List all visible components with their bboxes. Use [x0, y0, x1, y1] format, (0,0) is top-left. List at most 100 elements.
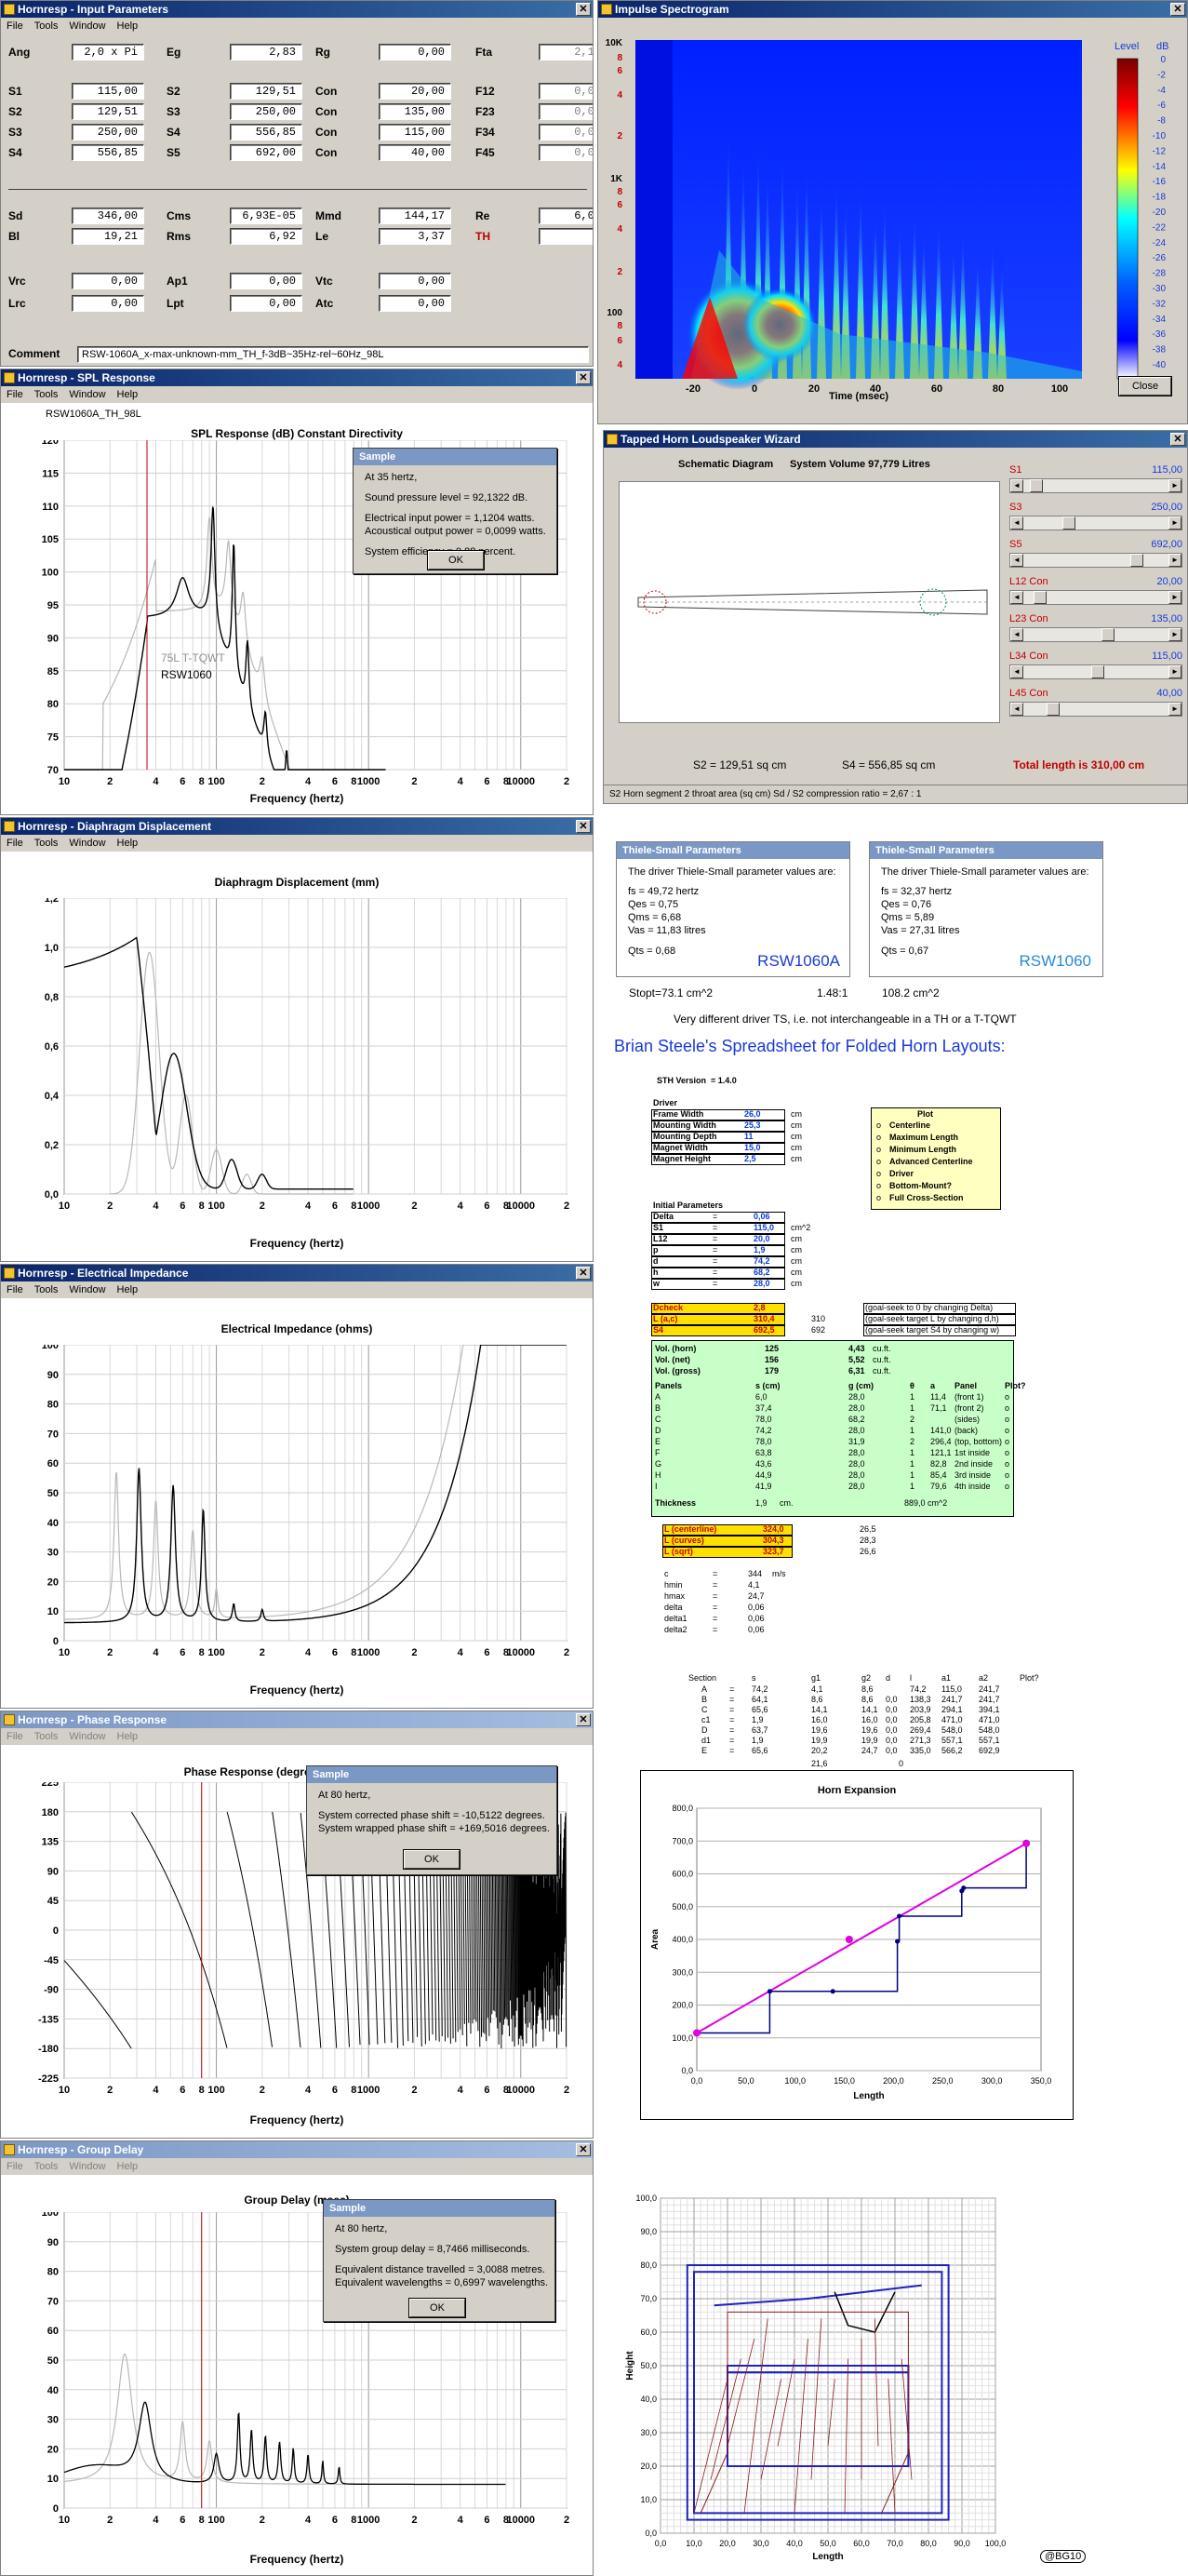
menu-file[interactable]: File — [7, 1731, 23, 1742]
slider-thumb[interactable] — [1062, 517, 1075, 530]
impedance-titlebar[interactable]: Hornresp - Electrical Impedance ✕ — [1, 1265, 593, 1281]
scroll-right-icon[interactable]: ► — [1168, 665, 1181, 678]
menu-file[interactable]: File — [7, 20, 23, 32]
menu-window[interactable]: Window — [69, 2161, 106, 2172]
param-field[interactable]: 2,83 — [230, 44, 302, 60]
param-field[interactable]: 144,17 — [379, 208, 451, 224]
ok-button[interactable]: OK — [409, 2299, 465, 2317]
slider-thumb[interactable] — [1090, 665, 1104, 678]
menu-file[interactable]: File — [7, 2161, 23, 2172]
param-field[interactable]: 2,19 — [539, 44, 593, 60]
slider-thumb[interactable] — [1034, 591, 1048, 604]
close-icon[interactable]: ✕ — [576, 820, 591, 833]
menu-help[interactable]: Help — [116, 1284, 139, 1295]
menu-window[interactable]: Window — [69, 838, 106, 849]
close-icon[interactable]: ✕ — [1170, 3, 1185, 16]
param-field[interactable]: 0,00 — [72, 295, 144, 312]
param-field[interactable]: 692,00 — [230, 144, 302, 161]
scroll-right-icon[interactable]: ► — [1168, 554, 1181, 567]
close-icon[interactable]: ✕ — [1170, 433, 1185, 446]
slider-track[interactable]: ◄ ► — [1009, 664, 1182, 679]
param-field[interactable]: 0,00 — [379, 44, 451, 60]
param-field[interactable]: 0,00 — [539, 144, 593, 161]
param-field[interactable]: 556,85 — [72, 144, 144, 161]
menu-window[interactable]: Window — [69, 389, 106, 400]
param-field[interactable]: 1 — [539, 228, 593, 245]
close-icon[interactable]: ✕ — [576, 371, 591, 384]
slider-thumb[interactable] — [1030, 479, 1043, 492]
menu-window[interactable]: Window — [69, 1731, 106, 1742]
menu-help[interactable]: Help — [116, 20, 139, 32]
param-field[interactable]: 129,51 — [72, 103, 144, 120]
diaphragm-titlebar[interactable]: Hornresp - Diaphragm Displacement ✕ — [1, 818, 593, 835]
menu-file[interactable]: File — [7, 838, 23, 849]
param-field[interactable]: 115,00 — [72, 83, 144, 100]
menu-tools[interactable]: Tools — [33, 1284, 59, 1295]
input-parameters-titlebar[interactable]: Hornresp - Input Parameters ✕ — [1, 1, 593, 18]
menu-file[interactable]: File — [7, 389, 23, 400]
param-field[interactable]: 135,00 — [379, 103, 451, 120]
spl-titlebar[interactable]: Hornresp - SPL Response ✕ — [1, 369, 593, 386]
menu-tools[interactable]: Tools — [33, 389, 59, 400]
menu-help[interactable]: Help — [116, 2161, 139, 2172]
ok-button[interactable]: OK — [404, 1850, 460, 1869]
param-field[interactable]: 0,00 — [379, 295, 451, 312]
param-field[interactable]: 250,00 — [230, 103, 302, 120]
slider-track[interactable]: ◄ ► — [1009, 516, 1182, 530]
param-field[interactable]: 0,00 — [230, 273, 302, 289]
param-field[interactable]: 6,93E-05 — [230, 208, 302, 224]
slider-track[interactable]: ◄ ► — [1009, 702, 1182, 717]
wizard-titlebar[interactable]: Tapped Horn Loudspeaker Wizard ✕ — [604, 431, 1187, 448]
param-field[interactable]: 0,00 — [539, 103, 593, 120]
slider-track[interactable]: ◄ ► — [1009, 478, 1182, 493]
slider-thumb[interactable] — [1047, 703, 1061, 716]
menu-window[interactable]: Window — [69, 1284, 106, 1295]
menu-help[interactable]: Help — [116, 838, 139, 849]
param-field[interactable]: 6,92 — [230, 228, 302, 245]
menu-file[interactable]: File — [7, 1284, 23, 1295]
comment-field[interactable]: RSW-1060A_x-max-unknown-mm_TH_f-3dB~35Hz… — [77, 346, 589, 363]
param-field[interactable]: 0,00 — [539, 83, 593, 100]
param-field[interactable]: 19,21 — [72, 228, 144, 245]
scroll-left-icon[interactable]: ◄ — [1010, 591, 1023, 604]
param-field[interactable]: 129,51 — [230, 83, 302, 100]
phase-titlebar[interactable]: Hornresp - Phase Response ✕ — [1, 1711, 593, 1728]
scroll-left-icon[interactable]: ◄ — [1010, 703, 1023, 716]
param-field[interactable]: 2,0 x Pi — [72, 44, 144, 60]
menu-window[interactable]: Window — [69, 20, 106, 32]
slider-thumb[interactable] — [1101, 628, 1115, 641]
scroll-left-icon[interactable]: ◄ — [1010, 479, 1023, 492]
param-field[interactable]: 115,00 — [379, 124, 451, 141]
ok-button[interactable]: OK — [428, 551, 484, 570]
menu-tools[interactable]: Tools — [33, 2161, 59, 2172]
param-field[interactable]: 250,00 — [72, 124, 144, 141]
close-icon[interactable]: ✕ — [576, 1713, 591, 1726]
menu-help[interactable]: Help — [116, 1731, 139, 1742]
slider-track[interactable]: ◄ ► — [1009, 590, 1182, 605]
spectrogram-titlebar[interactable]: Impulse Spectrogram ✕ — [598, 1, 1187, 18]
scroll-right-icon[interactable]: ► — [1168, 591, 1181, 604]
group-delay-titlebar[interactable]: Hornresp - Group Delay ✕ — [1, 2141, 593, 2158]
param-field[interactable]: 40,00 — [379, 144, 451, 161]
scroll-right-icon[interactable]: ► — [1168, 628, 1181, 641]
menu-tools[interactable]: Tools — [33, 20, 59, 32]
param-field[interactable]: 0,00 — [539, 124, 593, 141]
scroll-left-icon[interactable]: ◄ — [1010, 665, 1023, 678]
param-field[interactable]: 20,00 — [379, 83, 451, 100]
param-field[interactable]: 6,00 — [539, 208, 593, 224]
menu-help[interactable]: Help — [116, 389, 139, 400]
param-field[interactable]: 0,00 — [72, 273, 144, 289]
slider-thumb[interactable] — [1129, 554, 1143, 567]
param-field[interactable]: 3,37 — [379, 228, 451, 245]
scroll-right-icon[interactable]: ► — [1168, 703, 1181, 716]
scroll-right-icon[interactable]: ► — [1168, 479, 1181, 492]
param-field[interactable]: 556,85 — [230, 124, 302, 141]
close-icon[interactable]: ✕ — [576, 1267, 591, 1280]
scroll-right-icon[interactable]: ► — [1168, 517, 1181, 530]
slider-track[interactable]: ◄ ► — [1009, 627, 1182, 642]
menu-tools[interactable]: Tools — [33, 838, 59, 849]
menu-tools[interactable]: Tools — [33, 1731, 59, 1742]
param-field[interactable]: 0,00 — [379, 273, 451, 289]
scroll-left-icon[interactable]: ◄ — [1010, 517, 1023, 530]
close-button[interactable]: Close — [1119, 377, 1171, 396]
